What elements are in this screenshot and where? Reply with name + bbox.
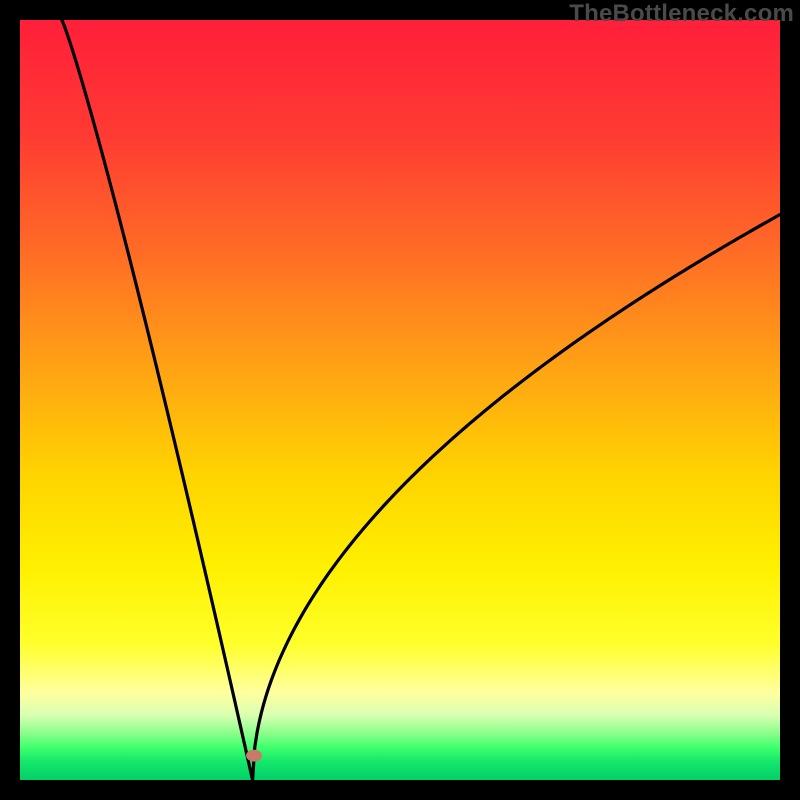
- plot-background: [20, 20, 780, 780]
- chart-svg: [0, 0, 800, 800]
- watermark-text: TheBottleneck.com: [569, 0, 794, 28]
- optimum-marker: [246, 750, 262, 762]
